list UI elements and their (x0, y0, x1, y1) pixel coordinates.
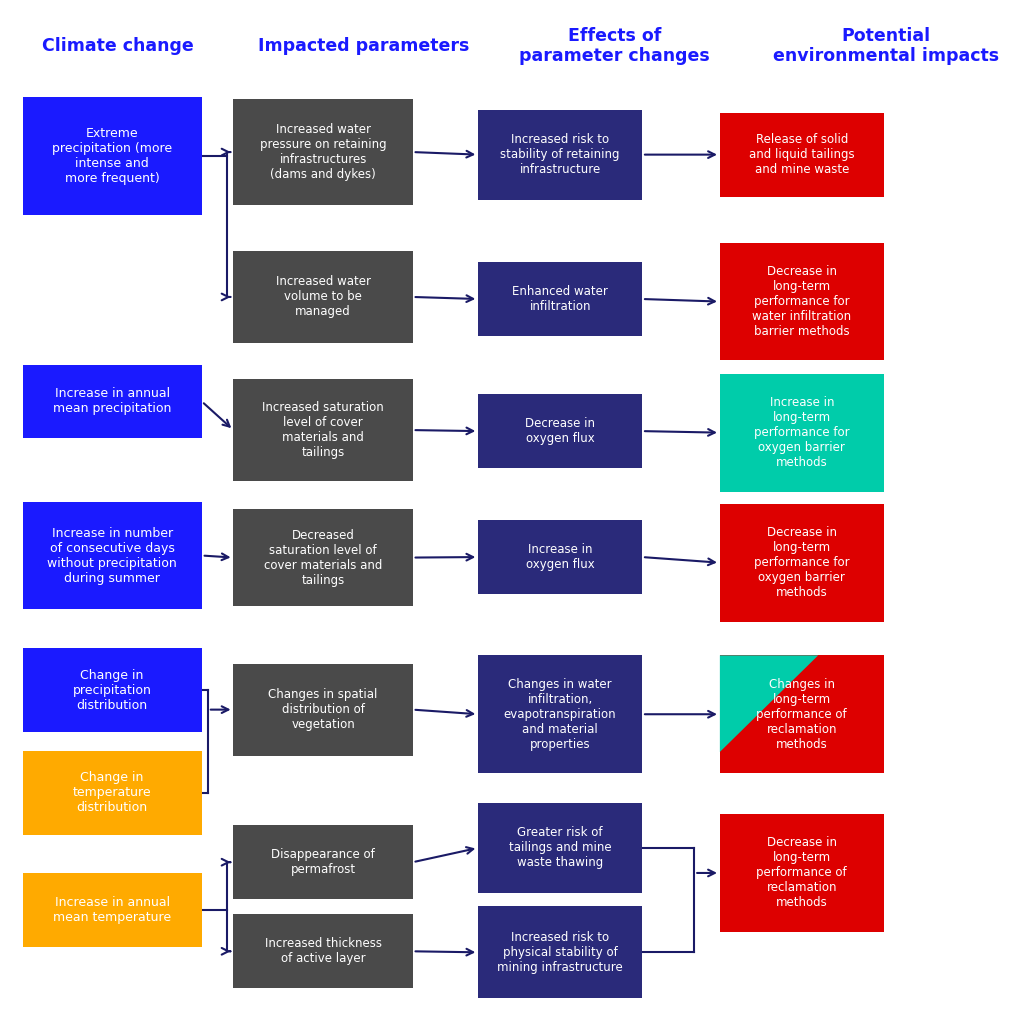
FancyBboxPatch shape (233, 99, 413, 205)
Text: Decreased
saturation level of
cover materials and
tailings: Decreased saturation level of cover mate… (264, 528, 382, 587)
FancyBboxPatch shape (23, 502, 202, 609)
Polygon shape (720, 655, 818, 752)
Text: Increased risk to
stability of retaining
infrastructure: Increased risk to stability of retaining… (501, 133, 620, 176)
Text: Changes in spatial
distribution of
vegetation: Changes in spatial distribution of veget… (268, 688, 378, 731)
Text: Potential
environmental impacts: Potential environmental impacts (773, 27, 998, 66)
Text: Change in
temperature
distribution: Change in temperature distribution (73, 771, 152, 814)
FancyBboxPatch shape (720, 374, 884, 492)
FancyBboxPatch shape (720, 243, 884, 360)
Text: Decrease in
long-term
performance for
oxygen barrier
methods: Decrease in long-term performance for ox… (754, 526, 850, 599)
FancyBboxPatch shape (23, 751, 202, 835)
Text: Increased risk to
physical stability of
mining infrastructure: Increased risk to physical stability of … (498, 931, 623, 974)
FancyBboxPatch shape (720, 504, 884, 622)
Text: Increase in annual
mean precipitation: Increase in annual mean precipitation (53, 387, 171, 416)
Text: Effects of
parameter changes: Effects of parameter changes (519, 27, 710, 66)
FancyBboxPatch shape (478, 906, 642, 998)
Text: Extreme
precipitation (more
intense and
more frequent): Extreme precipitation (more intense and … (52, 127, 172, 185)
FancyBboxPatch shape (478, 110, 642, 200)
Text: Greater risk of
tailings and mine
waste thawing: Greater risk of tailings and mine waste … (509, 826, 611, 869)
Text: Increase in
long-term
performance for
oxygen barrier
methods: Increase in long-term performance for ox… (754, 396, 850, 469)
FancyBboxPatch shape (233, 251, 413, 343)
Text: Decrease in
long-term
performance for
water infiltration
barrier methods: Decrease in long-term performance for wa… (753, 265, 851, 338)
FancyBboxPatch shape (478, 655, 642, 773)
FancyBboxPatch shape (23, 648, 202, 732)
FancyBboxPatch shape (233, 379, 413, 481)
FancyBboxPatch shape (233, 825, 413, 899)
Text: Increased thickness
of active layer: Increased thickness of active layer (264, 937, 382, 966)
Text: Increased saturation
level of cover
materials and
tailings: Increased saturation level of cover mate… (262, 401, 384, 459)
Text: Decrease in
oxygen flux: Decrease in oxygen flux (525, 417, 595, 445)
Text: Increase in number
of consecutive days
without precipitation
during summer: Increase in number of consecutive days w… (47, 526, 177, 585)
FancyBboxPatch shape (478, 262, 642, 336)
FancyBboxPatch shape (720, 113, 884, 197)
FancyBboxPatch shape (720, 814, 884, 932)
Text: Changes in water
infiltration,
evapotranspiration
and material
properties: Changes in water infiltration, evapotran… (504, 678, 616, 751)
FancyBboxPatch shape (233, 914, 413, 988)
FancyBboxPatch shape (478, 803, 642, 893)
Text: Enhanced water
infiltration: Enhanced water infiltration (512, 285, 608, 313)
Text: Impacted parameters: Impacted parameters (258, 37, 469, 55)
Text: Increase in annual
mean temperature: Increase in annual mean temperature (53, 896, 171, 925)
Text: Disappearance of
permafrost: Disappearance of permafrost (271, 848, 375, 877)
FancyBboxPatch shape (23, 365, 202, 438)
FancyBboxPatch shape (478, 394, 642, 468)
FancyBboxPatch shape (23, 97, 202, 215)
FancyBboxPatch shape (478, 520, 642, 594)
FancyBboxPatch shape (233, 509, 413, 606)
Text: Climate change: Climate change (42, 37, 194, 55)
FancyBboxPatch shape (23, 873, 202, 947)
Text: Increased water
pressure on retaining
infrastructures
(dams and dykes): Increased water pressure on retaining in… (260, 123, 386, 181)
Text: Increase in
oxygen flux: Increase in oxygen flux (525, 543, 595, 571)
FancyBboxPatch shape (233, 664, 413, 756)
FancyBboxPatch shape (720, 655, 884, 773)
Text: Decrease in
long-term
performance of
reclamation
methods: Decrease in long-term performance of rec… (757, 837, 847, 909)
Text: Change in
precipitation
distribution: Change in precipitation distribution (73, 669, 152, 712)
Text: Increased water
volume to be
managed: Increased water volume to be managed (275, 275, 371, 318)
Text: Changes in
long-term
performance of
reclamation
methods: Changes in long-term performance of recl… (757, 678, 847, 751)
Text: Release of solid
and liquid tailings
and mine waste: Release of solid and liquid tailings and… (749, 133, 855, 176)
